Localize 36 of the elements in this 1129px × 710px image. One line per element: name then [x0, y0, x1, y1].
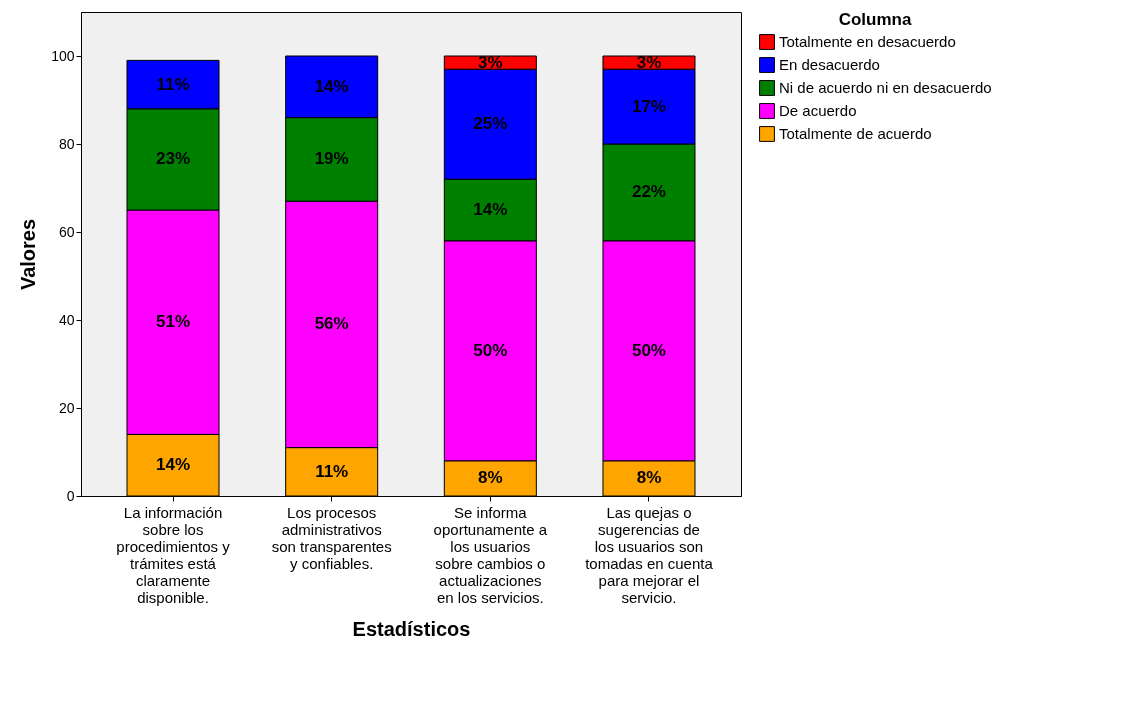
x-axis-title: Estadísticos — [352, 617, 471, 640]
data-label: 11% — [156, 74, 190, 94]
data-label: 3% — [478, 52, 503, 72]
y-tick-label: 80 — [58, 135, 75, 152]
data-label: 17% — [631, 96, 666, 116]
y-tick-label: 20 — [58, 399, 75, 416]
data-label: 14% — [473, 200, 508, 219]
x-tick-label: Los procesos administrativos son transparentes y confiables. — [271, 503, 392, 572]
data-label: 8% — [478, 468, 503, 488]
y-tick-label: 60 — [58, 223, 75, 240]
legend-label: En desacuerdo — [779, 56, 880, 73]
legend-label: De acuerdo — [779, 102, 857, 119]
data-label: 56% — [314, 314, 349, 334]
data-label: 3% — [636, 52, 662, 72]
legend-title: Columna — [838, 10, 912, 29]
x-tick-label: Se informa oportunamente a los usuarios sobre cambios o actualizaciones en los servicios. — [433, 503, 548, 606]
data-label: 22% — [631, 182, 666, 202]
data-label: 50% — [631, 340, 666, 360]
legend-label: Totalmente de acuerdo — [779, 125, 932, 142]
x-tick-label: La información sobre los procedimientos y trámites está claramente disponible. — [116, 503, 231, 606]
y-tick-label: 0 — [66, 487, 75, 504]
data-label: 50% — [473, 340, 508, 360]
x-tick-label: Las quejas o sugerencias de los usuarios son tomadas en cuenta para mejorar el servicio. — [585, 503, 714, 606]
data-label: 8% — [636, 468, 662, 488]
data-label: 51% — [156, 312, 191, 332]
y-axis-title: Valores — [17, 218, 40, 291]
data-label: 25% — [473, 114, 508, 134]
data-label: 19% — [314, 149, 349, 169]
legend-label: Ni de acuerdo ni en desacuerdo — [779, 79, 992, 96]
y-tick-label: 40 — [58, 311, 75, 328]
data-label: 11% — [315, 461, 349, 481]
legend-label: Totalmente en desacuerdo — [779, 33, 956, 50]
data-label: 14% — [156, 455, 191, 475]
y-tick-label: 100 — [51, 47, 75, 64]
data-label: 14% — [314, 76, 349, 96]
data-label: 23% — [156, 149, 191, 169]
